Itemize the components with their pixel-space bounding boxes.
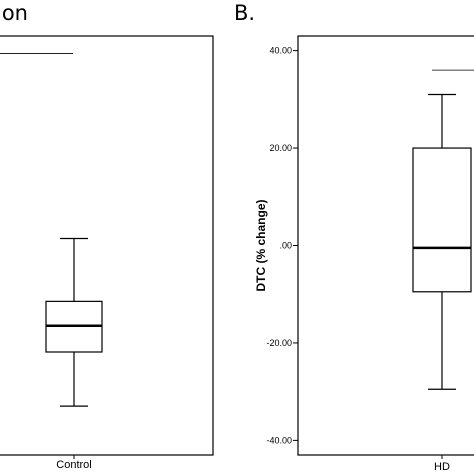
y-tick-label: 20.00: [269, 143, 292, 153]
y-axis-label: DTC (% change): [254, 199, 268, 291]
y-tick-label: -40.00: [266, 435, 292, 445]
y-tick-label: .00: [279, 241, 292, 251]
category-label: HD: [434, 461, 450, 473]
plot-frame-0: [0, 36, 213, 455]
category-label: Control: [56, 459, 91, 471]
y-tick-label: 40.00: [269, 46, 292, 56]
y-tick-label: -20.00: [266, 338, 292, 348]
box-hd: [413, 148, 471, 292]
